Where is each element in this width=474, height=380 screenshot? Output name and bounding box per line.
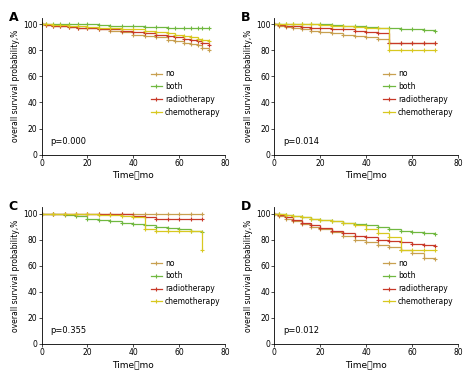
X-axis label: Time，mo: Time，mo xyxy=(112,171,154,180)
Legend: no, both, radiotherapy, chemotherapy: no, both, radiotherapy, chemotherapy xyxy=(383,258,454,307)
Text: p=0.355: p=0.355 xyxy=(51,326,87,335)
Text: p=0.000: p=0.000 xyxy=(51,137,87,146)
Text: A: A xyxy=(9,11,18,24)
X-axis label: Time，mo: Time，mo xyxy=(346,171,387,180)
Y-axis label: overall survival probability,%: overall survival probability,% xyxy=(244,30,253,142)
X-axis label: Time，mo: Time，mo xyxy=(346,360,387,369)
Legend: no, both, radiotherapy, chemotherapy: no, both, radiotherapy, chemotherapy xyxy=(150,258,221,307)
Text: p=0.014: p=0.014 xyxy=(283,137,319,146)
X-axis label: Time，mo: Time，mo xyxy=(112,360,154,369)
Y-axis label: overall survival probability,%: overall survival probability,% xyxy=(11,30,20,142)
Legend: no, both, radiotherapy, chemotherapy: no, both, radiotherapy, chemotherapy xyxy=(383,68,454,117)
Y-axis label: overall survival probability,%: overall survival probability,% xyxy=(244,219,253,332)
Y-axis label: overall survival probability,%: overall survival probability,% xyxy=(11,219,20,332)
Text: C: C xyxy=(9,200,18,213)
Legend: no, both, radiotherapy, chemotherapy: no, both, radiotherapy, chemotherapy xyxy=(150,68,221,117)
Text: D: D xyxy=(241,200,252,213)
Text: B: B xyxy=(241,11,251,24)
Text: p=0.012: p=0.012 xyxy=(283,326,319,335)
